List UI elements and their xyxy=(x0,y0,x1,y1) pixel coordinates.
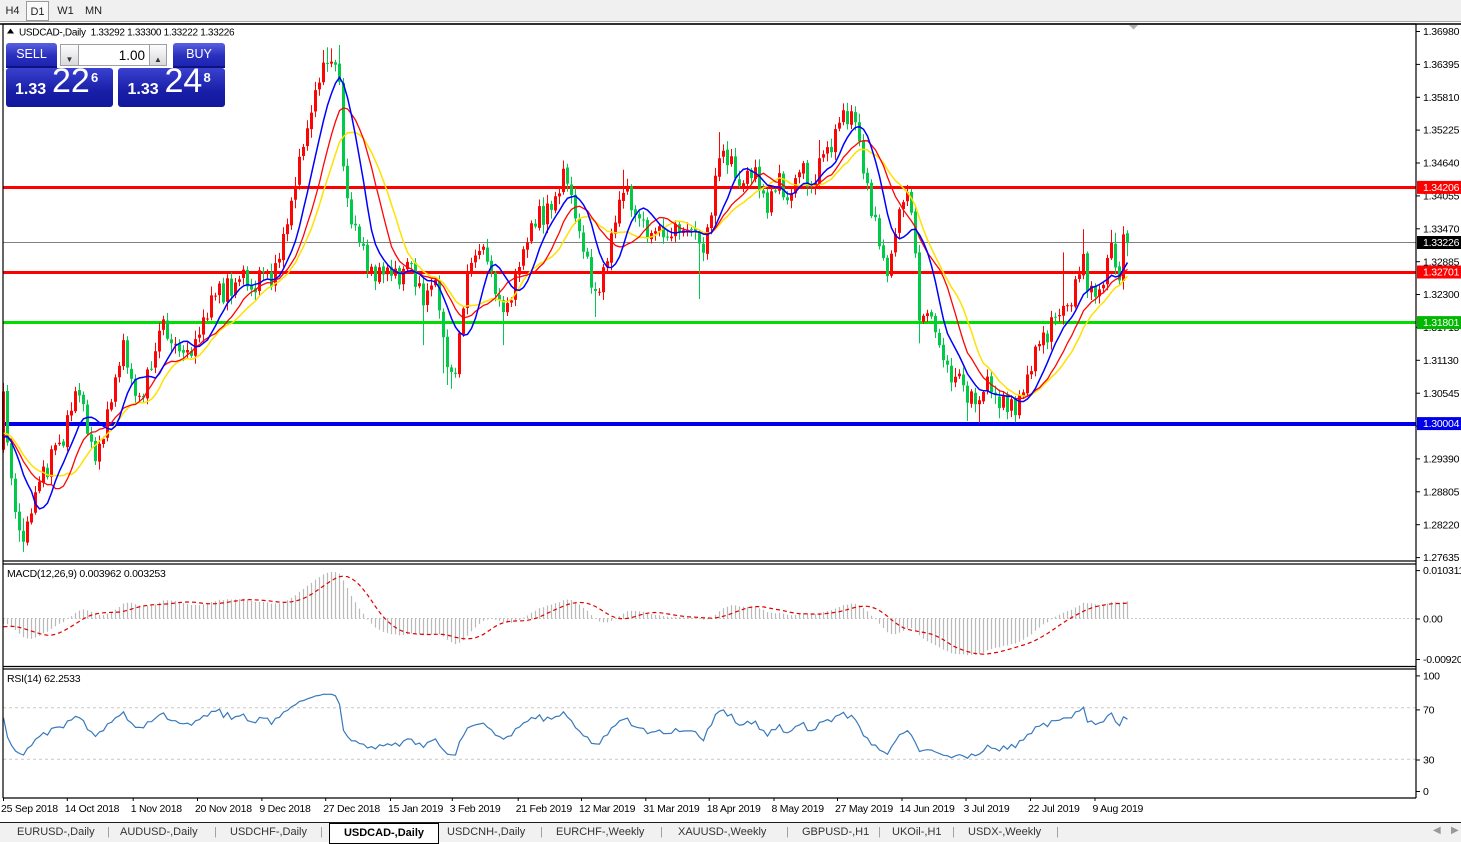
svg-text:1.32300: 1.32300 xyxy=(1423,289,1460,301)
svg-text:1.32701: 1.32701 xyxy=(1423,267,1460,279)
svg-text:70: 70 xyxy=(1423,705,1435,717)
svg-text:1.35810: 1.35810 xyxy=(1423,92,1460,104)
svg-text:0.00: 0.00 xyxy=(1423,614,1443,626)
svg-text:1.27635: 1.27635 xyxy=(1423,552,1460,564)
svg-text:-0.009203: -0.009203 xyxy=(1423,654,1461,666)
svg-text:3 Jul 2019: 3 Jul 2019 xyxy=(964,803,1010,815)
svg-text:1.33470: 1.33470 xyxy=(1423,223,1460,235)
svg-text:RSI(14) 62.2533: RSI(14) 62.2533 xyxy=(7,673,81,685)
svg-text:1.31130: 1.31130 xyxy=(1423,355,1459,367)
svg-text:14 Oct 2018: 14 Oct 2018 xyxy=(65,803,120,815)
svg-text:12 Mar 2019: 12 Mar 2019 xyxy=(579,803,636,815)
svg-text:3 Feb 2019: 3 Feb 2019 xyxy=(450,803,501,815)
svg-text:1 Nov 2018: 1 Nov 2018 xyxy=(131,803,183,815)
svg-text:0: 0 xyxy=(1423,786,1429,798)
svg-text:9 Aug 2019: 9 Aug 2019 xyxy=(1093,803,1144,815)
svg-text:18 Apr 2019: 18 Apr 2019 xyxy=(707,803,761,815)
svg-text:27 May 2019: 27 May 2019 xyxy=(835,803,893,815)
svg-text:14 Jun 2019: 14 Jun 2019 xyxy=(900,803,955,815)
svg-text:22 Jul 2019: 22 Jul 2019 xyxy=(1028,803,1080,815)
svg-text:1.28220: 1.28220 xyxy=(1423,519,1460,531)
svg-text:1.34206: 1.34206 xyxy=(1423,182,1460,194)
svg-text:1.32885: 1.32885 xyxy=(1423,256,1460,268)
svg-text:15 Jan 2019: 15 Jan 2019 xyxy=(388,803,443,815)
svg-text:8 May 2019: 8 May 2019 xyxy=(772,803,825,815)
svg-text:1.36395: 1.36395 xyxy=(1423,59,1460,71)
svg-text:31 Mar 2019: 31 Mar 2019 xyxy=(643,803,700,815)
svg-text:1.33226: 1.33226 xyxy=(1423,237,1460,249)
svg-text:0.010311: 0.010311 xyxy=(1423,565,1461,577)
svg-text:1.29390: 1.29390 xyxy=(1423,454,1460,466)
svg-text:USDCAD-,Daily 1.33292 1.33300: USDCAD-,Daily 1.33292 1.33300 1.33222 1.… xyxy=(19,28,235,39)
svg-text:30: 30 xyxy=(1423,755,1435,767)
svg-text:20 Nov 2018: 20 Nov 2018 xyxy=(195,803,252,815)
svg-text:1.31801: 1.31801 xyxy=(1423,317,1460,329)
svg-text:1.30545: 1.30545 xyxy=(1423,388,1460,400)
svg-text:9 Dec 2018: 9 Dec 2018 xyxy=(259,803,311,815)
svg-text:21 Feb 2019: 21 Feb 2019 xyxy=(516,803,573,815)
svg-text:25 Sep 2018: 25 Sep 2018 xyxy=(1,803,58,815)
svg-text:1.28805: 1.28805 xyxy=(1423,486,1460,498)
svg-text:27 Dec 2018: 27 Dec 2018 xyxy=(323,803,380,815)
svg-text:1.36980: 1.36980 xyxy=(1423,26,1460,38)
svg-text:MACD(12,26,9) 0.003962 0.00325: MACD(12,26,9) 0.003962 0.003253 xyxy=(7,568,166,580)
svg-text:1.30004: 1.30004 xyxy=(1423,418,1460,430)
svg-text:1.34640: 1.34640 xyxy=(1423,158,1460,170)
svg-text:100: 100 xyxy=(1423,671,1440,683)
svg-text:1.35225: 1.35225 xyxy=(1423,125,1460,137)
